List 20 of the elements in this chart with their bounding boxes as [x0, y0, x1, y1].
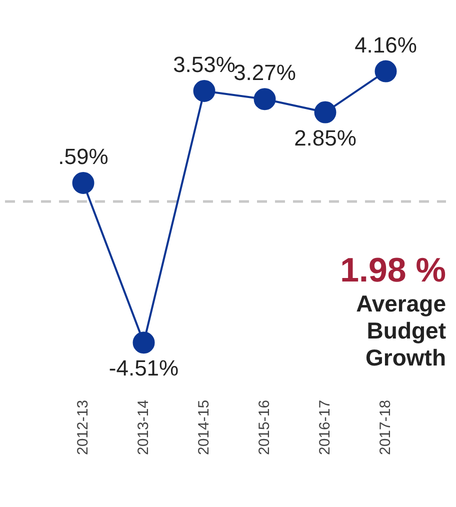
- x-tick-label: 2017-18: [376, 400, 394, 456]
- data-label: 3.27%: [234, 60, 296, 86]
- point: [72, 172, 94, 194]
- point: [132, 332, 155, 354]
- data-label: -4.51%: [108, 356, 179, 381]
- x-tick-label: 2012-13: [74, 400, 92, 456]
- x-tick-label: 2015-16: [256, 400, 273, 456]
- data-label: .59%: [58, 144, 108, 170]
- data-label: 3.53%: [173, 52, 236, 78]
- x-tick-label: 2013-14: [134, 400, 152, 456]
- annotation: 1.98 %: [340, 251, 446, 290]
- point: [254, 88, 276, 110]
- annotation: Average Budget Growth: [356, 290, 446, 370]
- point: [314, 101, 336, 124]
- x-tick-label: 2014-15: [195, 400, 212, 456]
- data-label: 2.85%: [294, 125, 356, 150]
- point: [193, 80, 216, 102]
- data-label: 4.16%: [354, 32, 417, 58]
- x-tick-label: 2016-17: [316, 400, 334, 456]
- point: [374, 60, 397, 82]
